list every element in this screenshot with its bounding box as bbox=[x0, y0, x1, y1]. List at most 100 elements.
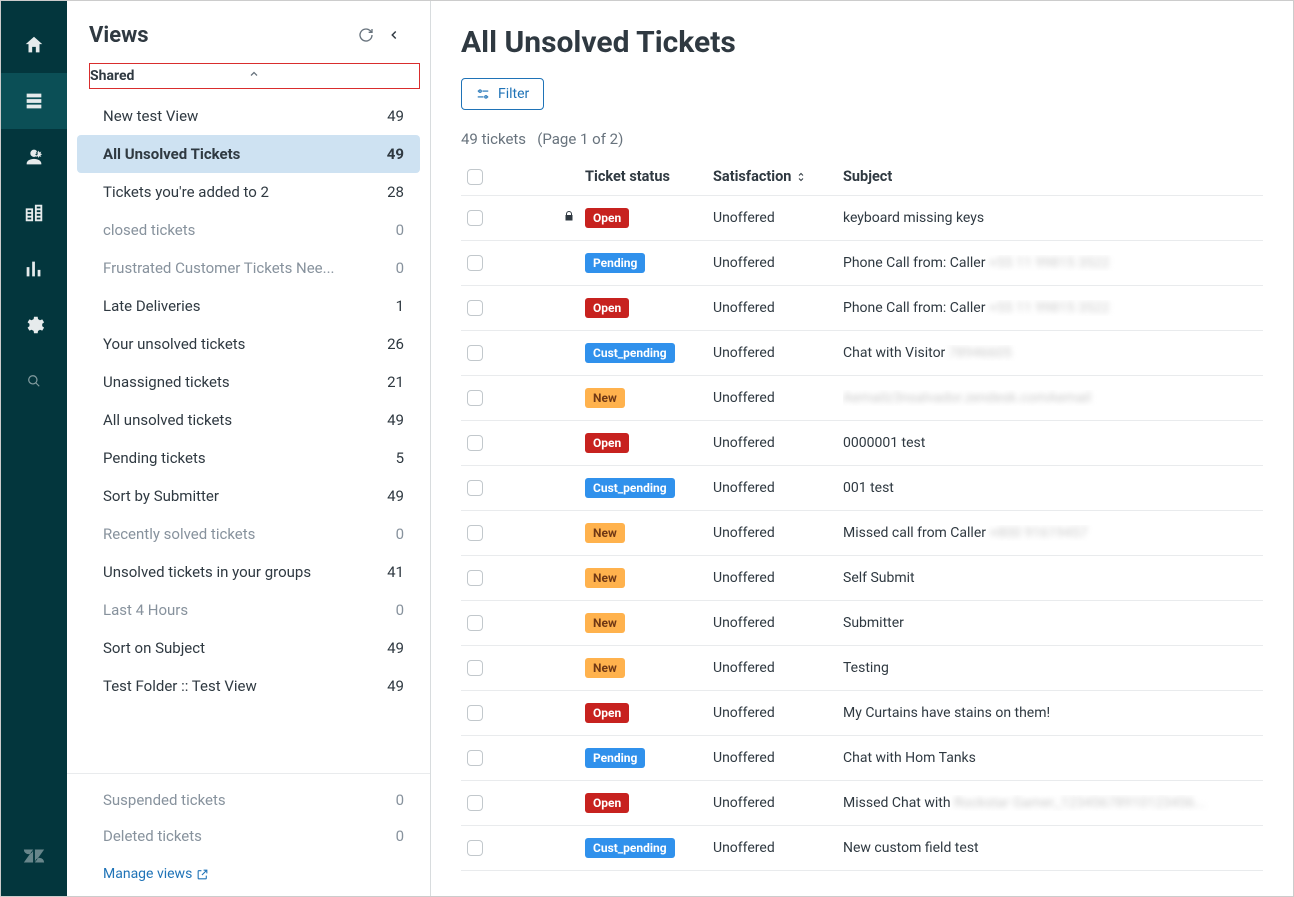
results-summary: 49 tickets (Page 1 of 2) bbox=[461, 130, 1263, 148]
view-item[interactable]: Late Deliveries1 bbox=[67, 287, 430, 325]
redacted-text: +55 11 99815 3522 bbox=[989, 255, 1110, 271]
row-checkbox[interactable] bbox=[467, 750, 483, 766]
view-item[interactable]: All Unsolved Tickets49 bbox=[77, 135, 420, 173]
view-item[interactable]: All unsolved tickets49 bbox=[67, 401, 430, 439]
view-item[interactable]: Pending tickets5 bbox=[67, 439, 430, 477]
row-checkbox[interactable] bbox=[467, 615, 483, 631]
view-item[interactable]: Recently solved tickets0 bbox=[67, 515, 430, 553]
status-badge: Open bbox=[585, 298, 629, 318]
filter-icon bbox=[476, 87, 490, 101]
ticket-row[interactable]: Cust_pending Unoffered 001 test bbox=[461, 466, 1263, 511]
row-checkbox[interactable] bbox=[467, 210, 483, 226]
subject-cell: Missed call from Caller +800 91619457 bbox=[843, 525, 1263, 541]
row-checkbox[interactable] bbox=[467, 795, 483, 811]
view-item[interactable]: Unassigned tickets21 bbox=[67, 363, 430, 401]
status-badge: Open bbox=[585, 703, 629, 723]
col-subject[interactable]: Subject bbox=[843, 168, 1263, 185]
row-checkbox[interactable] bbox=[467, 300, 483, 316]
col-status[interactable]: Ticket status bbox=[585, 168, 713, 185]
nav-rail bbox=[1, 1, 67, 896]
status-badge: Open bbox=[585, 793, 629, 813]
gear-icon bbox=[23, 314, 45, 336]
ticket-row[interactable]: New Unoffered Aemailz3nsalvador.zendesk.… bbox=[461, 376, 1263, 421]
row-checkbox[interactable] bbox=[467, 480, 483, 496]
view-item[interactable]: Unsolved tickets in your groups41 bbox=[67, 553, 430, 591]
ticket-row[interactable]: New Unoffered Testing bbox=[461, 646, 1263, 691]
refresh-icon bbox=[358, 27, 374, 43]
filter-button[interactable]: Filter bbox=[461, 78, 544, 110]
ticket-row[interactable]: Cust_pending Unoffered Chat with Visitor… bbox=[461, 331, 1263, 376]
row-checkbox[interactable] bbox=[467, 345, 483, 361]
status-badge: New bbox=[585, 523, 625, 543]
ticket-row[interactable]: New Unoffered Missed call from Caller +8… bbox=[461, 511, 1263, 556]
refresh-button[interactable] bbox=[352, 21, 380, 49]
status-badge: New bbox=[585, 568, 625, 588]
filter-label: Filter bbox=[498, 86, 529, 102]
subject-cell: Missed Chat with Rockstar Gamer_12345678… bbox=[843, 795, 1263, 811]
view-item[interactable]: Sort by Submitter49 bbox=[67, 477, 430, 515]
nav-views[interactable] bbox=[1, 73, 67, 129]
view-label: Unsolved tickets in your groups bbox=[103, 563, 387, 581]
view-count: 1 bbox=[396, 297, 404, 315]
subject-cell: My Curtains have stains on them! bbox=[843, 705, 1263, 721]
view-label: Tickets you're added to 2 bbox=[103, 183, 387, 201]
collapse-sidebar-button[interactable] bbox=[380, 21, 408, 49]
subject-cell: keyboard missing keys bbox=[843, 210, 1263, 226]
view-label: All Unsolved Tickets bbox=[103, 145, 387, 163]
select-all-checkbox[interactable] bbox=[467, 169, 483, 185]
ticket-row[interactable]: Pending Unoffered Phone Call from: Calle… bbox=[461, 241, 1263, 286]
satisfaction-cell: Unoffered bbox=[713, 525, 843, 541]
view-count: 0 bbox=[396, 221, 404, 239]
nav-reporting[interactable] bbox=[1, 241, 67, 297]
nav-admin[interactable] bbox=[1, 297, 67, 353]
row-checkbox[interactable] bbox=[467, 390, 483, 406]
ticket-row[interactable]: New Unoffered Self Submit bbox=[461, 556, 1263, 601]
sidebar-header: Views bbox=[67, 1, 430, 59]
manage-views-link[interactable]: Manage views bbox=[67, 854, 430, 882]
ticket-row[interactable]: New Unoffered Submitter bbox=[461, 601, 1263, 646]
lock-cell bbox=[505, 210, 585, 226]
page-title: All Unsolved Tickets bbox=[461, 25, 1263, 60]
ticket-row[interactable]: Open Unoffered Phone Call from: Caller +… bbox=[461, 286, 1263, 331]
view-count: 49 bbox=[387, 145, 404, 163]
view-count: 5 bbox=[396, 449, 404, 467]
view-item[interactable]: Your unsolved tickets26 bbox=[67, 325, 430, 363]
ticket-row[interactable]: Open Unoffered My Curtains have stains o… bbox=[461, 691, 1263, 736]
view-item[interactable]: Frustrated Customer Tickets Nee...0 bbox=[67, 249, 430, 287]
nav-customers[interactable] bbox=[1, 129, 67, 185]
views-icon bbox=[23, 90, 45, 112]
nav-organizations[interactable] bbox=[1, 185, 67, 241]
view-item[interactable]: Deleted tickets0 bbox=[67, 818, 430, 854]
satisfaction-cell: Unoffered bbox=[713, 570, 843, 586]
satisfaction-cell: Unoffered bbox=[713, 390, 843, 406]
ticket-row[interactable]: Pending Unoffered Chat with Hom Tanks bbox=[461, 736, 1263, 781]
nav-zendesk-logo[interactable] bbox=[1, 828, 67, 884]
search-icon bbox=[27, 374, 41, 388]
nav-home[interactable] bbox=[1, 17, 67, 73]
col-satisfaction[interactable]: Satisfaction bbox=[713, 168, 843, 185]
ticket-row[interactable]: Cust_pending Unoffered New custom field … bbox=[461, 826, 1263, 871]
ticket-row[interactable]: Open Unoffered 0000001 test bbox=[461, 421, 1263, 466]
view-item[interactable]: Suspended tickets0 bbox=[67, 782, 430, 818]
row-checkbox[interactable] bbox=[467, 255, 483, 271]
row-checkbox[interactable] bbox=[467, 435, 483, 451]
view-item[interactable]: Last 4 Hours0 bbox=[67, 591, 430, 629]
ticket-row[interactable]: Open Unoffered Missed Chat with Rockstar… bbox=[461, 781, 1263, 826]
view-item[interactable]: New test View49 bbox=[67, 97, 430, 135]
ticket-row[interactable]: Open Unoffered keyboard missing keys bbox=[461, 196, 1263, 241]
results-page: (Page 1 of 2) bbox=[537, 130, 623, 148]
view-label: Sort by Submitter bbox=[103, 487, 387, 505]
row-checkbox[interactable] bbox=[467, 525, 483, 541]
nav-search[interactable] bbox=[1, 353, 67, 409]
view-label: Last 4 Hours bbox=[103, 601, 396, 619]
view-item[interactable]: Test Folder :: Test View49 bbox=[67, 667, 430, 705]
row-checkbox[interactable] bbox=[467, 705, 483, 721]
row-checkbox[interactable] bbox=[467, 570, 483, 586]
row-checkbox[interactable] bbox=[467, 660, 483, 676]
view-item[interactable]: Sort on Subject49 bbox=[67, 629, 430, 667]
shared-section-header[interactable]: Shared bbox=[89, 63, 420, 89]
view-item[interactable]: closed tickets0 bbox=[67, 211, 430, 249]
view-item[interactable]: Tickets you're added to 228 bbox=[67, 173, 430, 211]
view-label: Suspended tickets bbox=[103, 791, 396, 809]
row-checkbox[interactable] bbox=[467, 840, 483, 856]
